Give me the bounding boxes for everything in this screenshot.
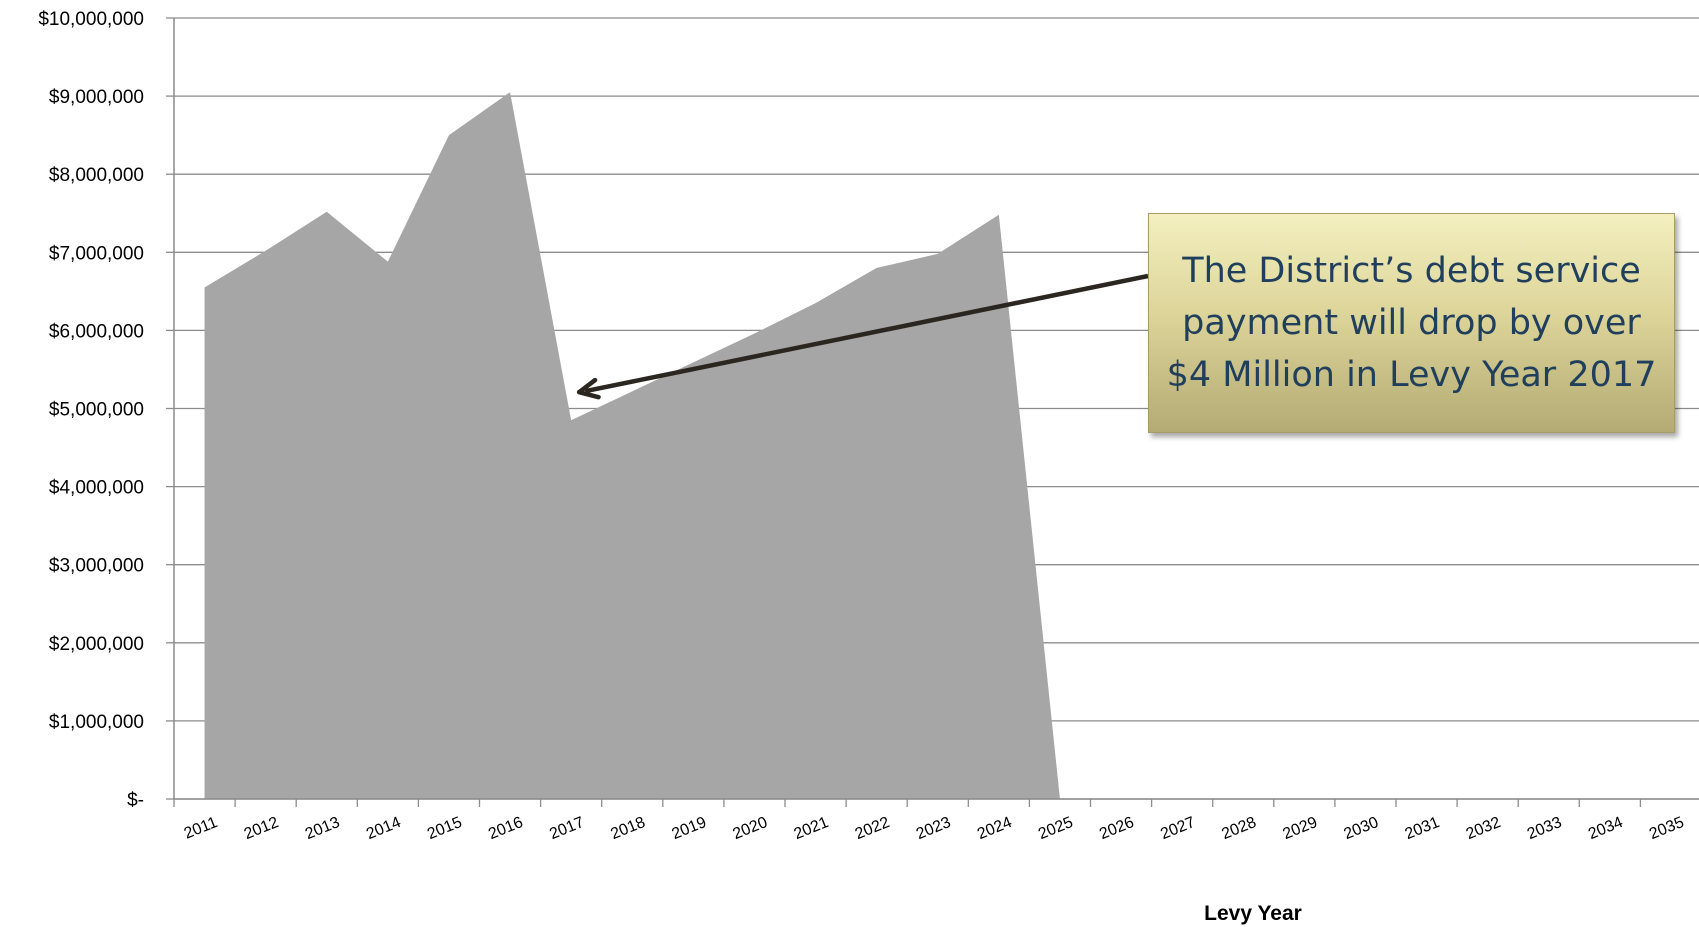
x-tick-label: 2016 — [486, 814, 525, 843]
debt-service-area — [204, 92, 1060, 799]
annotation-arrowhead — [576, 377, 601, 400]
x-tick-label: 2015 — [425, 814, 464, 843]
annotation-callout: The District’s debt service payment will… — [1148, 213, 1675, 433]
y-axis-tick-labels: $- $1,000,000 $2,000,000 $3,000,000 $4,000,0… — [38, 9, 144, 811]
x-tick-label: 2032 — [1464, 814, 1503, 843]
x-tick-label: 2017 — [547, 814, 586, 843]
x-tick-label: 2030 — [1342, 814, 1381, 843]
annotation-text: The District’s debt service payment will… — [1166, 251, 1657, 395]
y-tick-label: $1,000,000 — [49, 712, 144, 733]
annotation-arrow — [584, 273, 1149, 394]
x-tick-label: 2013 — [303, 814, 342, 843]
x-tick-label: 2011 — [182, 814, 220, 843]
y-tick-label: $4,000,000 — [49, 478, 144, 499]
x-tick-label: 2031 — [1403, 814, 1442, 843]
y-tick-label: $7,000,000 — [49, 243, 144, 264]
x-axis-tick-labels: 2011 2012 2013 2014 2015 2016 2017 2018 2019 2020… — [182, 814, 1687, 843]
x-tick-label: 2026 — [1097, 814, 1136, 843]
x-tick-label: 2021 — [792, 814, 831, 843]
y-tick-label: $8,000,000 — [49, 165, 144, 186]
x-tick-label: 2034 — [1586, 814, 1625, 843]
y-tick-label: $6,000,000 — [49, 321, 144, 342]
x-tick-label: 2014 — [364, 814, 403, 843]
x-axis-label: Levy Year — [1204, 902, 1302, 925]
x-tick-label: 2022 — [853, 814, 892, 843]
x-tick-label: 2027 — [1158, 814, 1197, 843]
x-tick-label: 2023 — [914, 814, 953, 843]
x-tick-label: 2018 — [608, 814, 647, 843]
y-tick-label: $3,000,000 — [49, 556, 144, 577]
x-tick-label: 2033 — [1525, 814, 1564, 843]
x-tick-label: 2012 — [242, 814, 281, 843]
x-tick-label: 2028 — [1219, 814, 1258, 843]
y-tick-label: $- — [127, 790, 144, 811]
x-tick-label: 2020 — [731, 814, 770, 843]
x-tick-label: 2035 — [1647, 814, 1686, 843]
y-tick-label: $9,000,000 — [49, 87, 144, 108]
y-tick-label: $10,000,000 — [38, 9, 144, 30]
y-tick-label: $2,000,000 — [49, 634, 144, 655]
x-tick-label: 2029 — [1280, 814, 1319, 843]
x-tick-label: 2019 — [669, 814, 708, 843]
x-tick-label: 2025 — [1036, 814, 1075, 843]
axes — [173, 18, 1699, 807]
x-tick-label: 2024 — [975, 814, 1014, 843]
y-tick-label: $5,000,000 — [49, 400, 144, 421]
